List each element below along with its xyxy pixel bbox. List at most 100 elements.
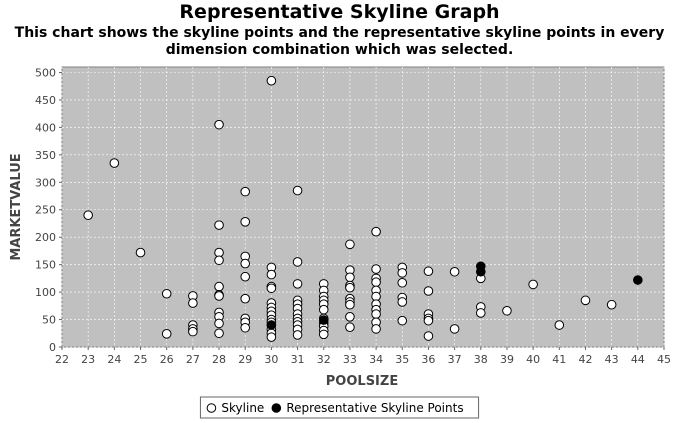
skyline-point [83, 210, 93, 221]
skyline-point [292, 185, 303, 196]
skyline-point [240, 217, 251, 227]
x-tick-label: 23 [81, 353, 95, 366]
data-points [83, 75, 643, 342]
x-tick-label: 40 [526, 353, 540, 366]
x-axis-label: POOLSIZE [326, 374, 398, 389]
y-tick-label: 250 [35, 204, 56, 217]
skyline-point [345, 312, 355, 322]
skyline-point [397, 315, 408, 326]
x-tick-label: 29 [238, 353, 252, 366]
skyline-point [214, 255, 224, 266]
skyline-point [397, 268, 408, 278]
x-tick-label: 37 [448, 353, 462, 366]
legend: Skyline Representative Skyline Points [199, 396, 480, 419]
y-axis-label: MARKETVALUE [9, 153, 24, 260]
representative-skyline-point [633, 275, 643, 285]
x-tick-label: 30 [264, 353, 278, 366]
skyline-point [554, 320, 565, 330]
y-tick-label: 0 [49, 341, 56, 354]
skyline-point [502, 305, 512, 316]
representative-skyline-point [266, 320, 277, 330]
skyline-point [109, 158, 120, 168]
skyline-point [240, 271, 251, 282]
representative-skyline-point [475, 266, 486, 277]
x-tick-label: 25 [134, 353, 148, 366]
skyline-point [240, 186, 251, 197]
x-axis: 22 23 24 25 26 27 28 29 30 31 32 33 34 35 36 37 38 39 40 41… [55, 347, 671, 366]
chart-subtitle: This chart shows the skyline points and … [0, 25, 679, 59]
skyline-point [345, 239, 355, 250]
skyline-point [345, 282, 355, 293]
skyline-point [371, 226, 381, 237]
skyline-point [292, 330, 303, 340]
x-tick-label: 26 [160, 353, 174, 366]
skyline-point [161, 288, 172, 299]
x-tick-label: 24 [107, 353, 121, 366]
skyline-point [214, 318, 224, 329]
skyline-point [475, 308, 486, 318]
y-tick-label: 50 [42, 314, 56, 327]
x-tick-label: 33 [343, 353, 357, 366]
y-tick-label: 150 [35, 259, 56, 272]
representative-skyline-point [318, 315, 329, 325]
x-tick-label: 22 [55, 353, 69, 366]
skyline-point [371, 277, 381, 288]
skyline-point [214, 291, 224, 301]
x-tick-label: 42 [578, 353, 592, 366]
skyline-point [240, 322, 251, 333]
x-tick-label: 36 [421, 353, 435, 366]
skyline-point [449, 266, 460, 277]
skyline-point [161, 329, 172, 339]
legend-label: Representative Skyline Points [286, 401, 463, 415]
legend-label: Skyline [221, 401, 264, 415]
skyline-point [371, 309, 381, 319]
legend-box [199, 396, 480, 419]
y-tick-label: 400 [35, 121, 56, 134]
skyline-point [318, 304, 329, 315]
skyline-point [292, 257, 303, 267]
x-tick-label: 41 [552, 353, 566, 366]
skyline-point [135, 247, 146, 258]
x-tick-label: 32 [317, 353, 331, 366]
x-tick-label: 45 [657, 353, 671, 366]
x-tick-label: 35 [395, 353, 409, 366]
x-tick-label: 39 [500, 353, 514, 366]
x-tick-label: 44 [631, 353, 645, 366]
skyline-point [423, 286, 434, 296]
skyline-point [528, 279, 538, 290]
skyline-point [371, 264, 381, 274]
skyline-point [266, 332, 277, 342]
skyline-point [188, 298, 198, 308]
chart-title: Representative Skyline Graph [179, 1, 500, 23]
chart-subtitle-line-2: dimension combination which was selected… [165, 42, 514, 58]
skyline-point [266, 269, 277, 280]
x-tick-label: 31 [291, 353, 305, 366]
skyline-point [449, 324, 460, 334]
x-tick-label: 34 [369, 353, 383, 366]
y-tick-label: 200 [35, 231, 56, 244]
skyline-point [423, 266, 434, 277]
x-tick-label: 38 [474, 353, 488, 366]
skyline-point [397, 297, 408, 307]
skyline-point [397, 277, 408, 288]
y-axis: 0 50 100 150 200 250 300 350 400 450 500 [35, 66, 62, 354]
skyline-point [240, 293, 251, 304]
legend-marker [271, 403, 282, 413]
skyline-point [266, 283, 277, 294]
skyline-point [423, 315, 434, 326]
skyline-point [606, 299, 617, 310]
x-tick-label: 27 [186, 353, 200, 366]
skyline-point [580, 295, 591, 306]
skyline-point [214, 328, 224, 339]
plot-area [61, 66, 665, 348]
y-tick-label: 350 [35, 149, 56, 162]
skyline-point [266, 75, 277, 86]
x-tick-label: 28 [212, 353, 226, 366]
y-tick-label: 500 [35, 66, 56, 79]
skyline-point [214, 220, 224, 230]
skyline-point [240, 258, 251, 269]
skyline-point [345, 299, 355, 310]
y-tick-label: 100 [35, 286, 56, 299]
skyline-point [345, 272, 355, 283]
y-tick-label: 300 [35, 176, 56, 189]
